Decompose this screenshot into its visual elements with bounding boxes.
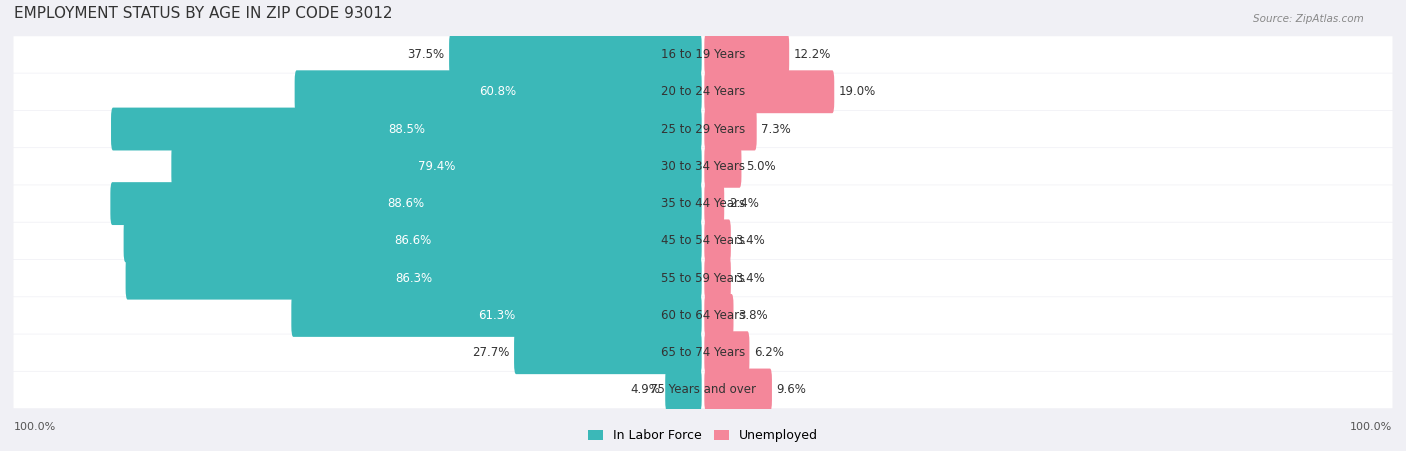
- Text: 100.0%: 100.0%: [14, 422, 56, 432]
- Text: 65 to 74 Years: 65 to 74 Years: [661, 346, 745, 359]
- Text: 19.0%: 19.0%: [839, 85, 876, 98]
- Text: 61.3%: 61.3%: [478, 309, 515, 322]
- Text: 7.3%: 7.3%: [761, 123, 792, 136]
- Text: 86.6%: 86.6%: [394, 235, 432, 248]
- FancyBboxPatch shape: [704, 294, 734, 337]
- Text: 45 to 54 Years: 45 to 54 Years: [661, 235, 745, 248]
- FancyBboxPatch shape: [14, 223, 1392, 259]
- Text: 20 to 24 Years: 20 to 24 Years: [661, 85, 745, 98]
- Text: 35 to 44 Years: 35 to 44 Years: [661, 197, 745, 210]
- Text: 30 to 34 Years: 30 to 34 Years: [661, 160, 745, 173]
- Text: EMPLOYMENT STATUS BY AGE IN ZIP CODE 93012: EMPLOYMENT STATUS BY AGE IN ZIP CODE 930…: [14, 6, 392, 21]
- Text: 25 to 29 Years: 25 to 29 Years: [661, 123, 745, 136]
- FancyBboxPatch shape: [125, 257, 702, 299]
- FancyBboxPatch shape: [704, 331, 749, 374]
- FancyBboxPatch shape: [295, 70, 702, 113]
- Text: 27.7%: 27.7%: [472, 346, 509, 359]
- FancyBboxPatch shape: [14, 260, 1392, 296]
- FancyBboxPatch shape: [14, 36, 1392, 73]
- FancyBboxPatch shape: [704, 145, 741, 188]
- FancyBboxPatch shape: [665, 368, 702, 411]
- FancyBboxPatch shape: [14, 372, 1392, 408]
- FancyBboxPatch shape: [14, 335, 1392, 371]
- FancyBboxPatch shape: [110, 182, 702, 225]
- FancyBboxPatch shape: [704, 220, 731, 262]
- Text: 3.8%: 3.8%: [738, 309, 768, 322]
- Text: 55 to 59 Years: 55 to 59 Years: [661, 272, 745, 285]
- Text: 79.4%: 79.4%: [418, 160, 456, 173]
- Text: 3.4%: 3.4%: [735, 272, 765, 285]
- Text: 16 to 19 Years: 16 to 19 Years: [661, 48, 745, 61]
- FancyBboxPatch shape: [515, 331, 702, 374]
- Text: 88.6%: 88.6%: [388, 197, 425, 210]
- Text: 12.2%: 12.2%: [794, 48, 831, 61]
- FancyBboxPatch shape: [14, 148, 1392, 184]
- Text: 100.0%: 100.0%: [1350, 422, 1392, 432]
- FancyBboxPatch shape: [172, 145, 702, 188]
- FancyBboxPatch shape: [449, 33, 702, 76]
- FancyBboxPatch shape: [111, 108, 702, 151]
- FancyBboxPatch shape: [14, 297, 1392, 334]
- Text: 9.6%: 9.6%: [776, 383, 807, 396]
- Text: 75 Years and over: 75 Years and over: [650, 383, 756, 396]
- Text: 60.8%: 60.8%: [479, 85, 517, 98]
- Text: 60 to 64 Years: 60 to 64 Years: [661, 309, 745, 322]
- FancyBboxPatch shape: [14, 74, 1392, 110]
- Legend: In Labor Force, Unemployed: In Labor Force, Unemployed: [583, 424, 823, 447]
- FancyBboxPatch shape: [14, 185, 1392, 222]
- FancyBboxPatch shape: [704, 257, 731, 299]
- FancyBboxPatch shape: [291, 294, 702, 337]
- Text: 86.3%: 86.3%: [395, 272, 432, 285]
- Text: 2.4%: 2.4%: [728, 197, 759, 210]
- Text: 88.5%: 88.5%: [388, 123, 425, 136]
- FancyBboxPatch shape: [124, 220, 702, 262]
- Text: 37.5%: 37.5%: [408, 48, 444, 61]
- Text: 3.4%: 3.4%: [735, 235, 765, 248]
- Text: Source: ZipAtlas.com: Source: ZipAtlas.com: [1253, 14, 1364, 23]
- FancyBboxPatch shape: [14, 111, 1392, 147]
- FancyBboxPatch shape: [704, 33, 789, 76]
- FancyBboxPatch shape: [704, 182, 724, 225]
- Text: 5.0%: 5.0%: [747, 160, 776, 173]
- FancyBboxPatch shape: [704, 368, 772, 411]
- Text: 4.9%: 4.9%: [631, 383, 661, 396]
- Text: 6.2%: 6.2%: [754, 346, 785, 359]
- FancyBboxPatch shape: [704, 70, 834, 113]
- FancyBboxPatch shape: [704, 108, 756, 151]
